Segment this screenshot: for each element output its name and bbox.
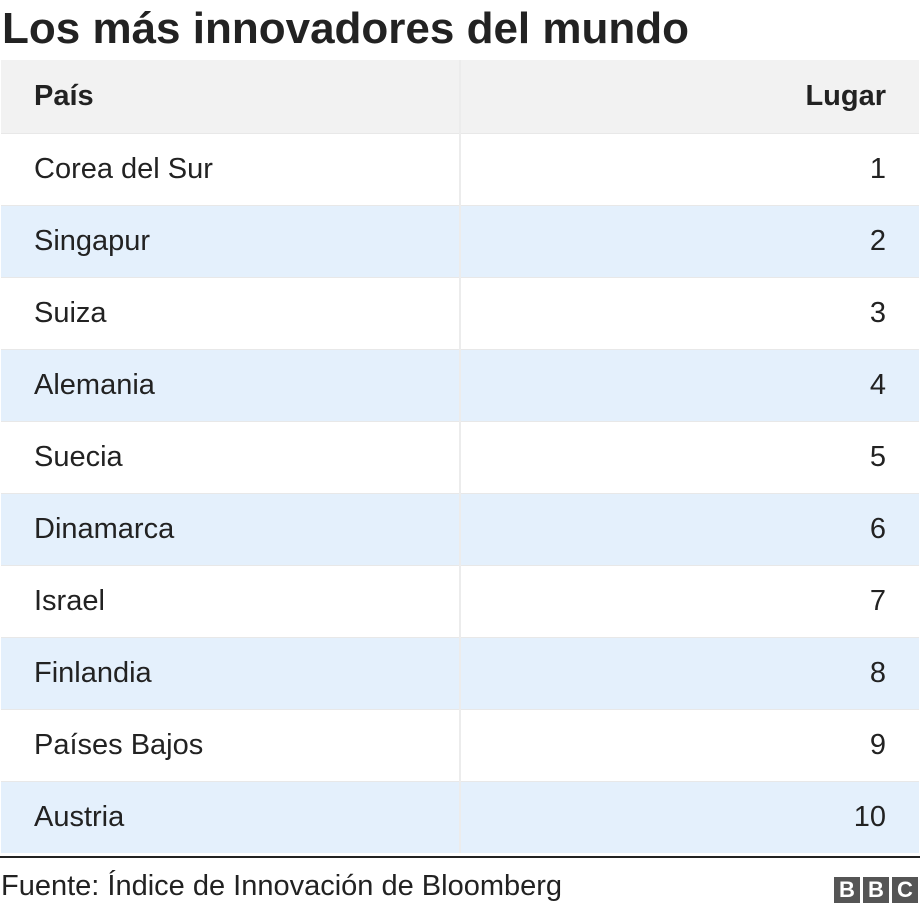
- cell-pais: Finlandia: [1, 636, 461, 709]
- table-row: Corea del Sur 1: [1, 132, 919, 205]
- cell-pais: Israel: [1, 564, 461, 637]
- table-body: Corea del Sur 1 Singapur 2 Suiza 3 Alemania 4 Su…: [1, 132, 919, 853]
- table-header-row: País Lugar: [1, 60, 919, 133]
- table-row: Países Bajos 9: [1, 708, 919, 781]
- source-note: Fuente: Índice de Innovación de Bloomber…: [1, 870, 563, 902]
- table-row: Suiza 3: [1, 276, 919, 349]
- footer-divider: [0, 856, 920, 858]
- cell-lugar: 4: [460, 348, 919, 421]
- bbc-logo: B B C: [834, 877, 918, 903]
- cell-pais: Suecia: [1, 420, 461, 493]
- cell-lugar: 3: [460, 276, 919, 349]
- cell-pais: Corea del Sur: [1, 132, 461, 205]
- table-row: Israel 7: [1, 564, 919, 637]
- cell-lugar: 7: [460, 564, 919, 637]
- column-header-pais: País: [1, 60, 461, 133]
- cell-lugar: 9: [460, 708, 919, 781]
- cell-pais: Suiza: [1, 276, 461, 349]
- table-row: Alemania 4: [1, 348, 919, 421]
- table-row: Austria 10: [1, 780, 919, 853]
- cell-lugar: 8: [460, 636, 919, 709]
- table-row: Dinamarca 6: [1, 492, 919, 565]
- cell-pais: Dinamarca: [1, 492, 461, 565]
- logo-block-c: C: [892, 877, 918, 903]
- cell-pais: Austria: [1, 780, 461, 853]
- cell-pais: Alemania: [1, 348, 461, 421]
- logo-block-b2: B: [863, 877, 889, 903]
- cell-lugar: 1: [460, 132, 919, 205]
- cell-lugar: 6: [460, 492, 919, 565]
- cell-pais: Países Bajos: [1, 708, 461, 781]
- column-header-lugar: Lugar: [460, 60, 919, 133]
- table-row: Singapur 2: [1, 204, 919, 277]
- ranking-table: País Lugar Corea del Sur 1 Singapur 2 Suiza 3…: [1, 60, 919, 853]
- cell-lugar: 5: [460, 420, 919, 493]
- cell-lugar: 10: [460, 780, 919, 853]
- cell-pais: Singapur: [1, 204, 461, 277]
- table-row: Suecia 5: [1, 420, 919, 493]
- chart-title: Los más innovadores del mundo: [2, 4, 690, 53]
- logo-block-b1: B: [834, 877, 860, 903]
- table-row: Finlandia 8: [1, 636, 919, 709]
- cell-lugar: 2: [460, 204, 919, 277]
